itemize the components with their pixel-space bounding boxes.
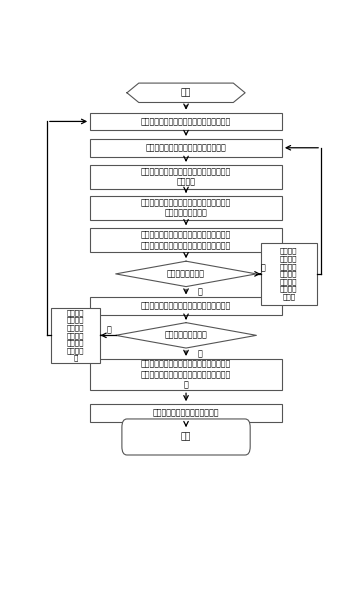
Text: 移动通信运营商网点存款到借记卡账户: 移动通信运营商网点存款到借记卡账户 (146, 143, 227, 152)
FancyBboxPatch shape (122, 419, 250, 455)
FancyBboxPatch shape (90, 196, 282, 220)
Text: 移动通信运营商网点到银行开设借记卡账户: 移动通信运营商网点到银行开设借记卡账户 (141, 117, 231, 126)
Text: 返回充値结果至网点终端或用户: 返回充値结果至网点终端或用户 (153, 409, 219, 418)
Text: 银行卡充値业务平台将借记账户上的预存款
按网点终端提交的充値金额转存至用户银行
卡: 银行卡充値业务平台将借记账户上的预存款 按网点终端提交的充値金额转存至用户银行 … (141, 360, 231, 389)
FancyBboxPatch shape (90, 359, 282, 391)
Polygon shape (127, 83, 245, 103)
Text: 移动通信运营商网点业务人员确定用户提交
信息及收纳现金数额: 移动通信运营商网点业务人员确定用户提交 信息及收纳现金数额 (141, 198, 231, 218)
Text: 否: 否 (106, 325, 111, 334)
FancyBboxPatch shape (90, 298, 282, 315)
FancyBboxPatch shape (90, 165, 282, 189)
Text: 返回错误
信息，提
示移动通
信运营商
网点或用
户重新提
交信息: 返回错误 信息，提 示移动通 信运营商 网点或用 户重新提 交信息 (280, 248, 297, 300)
Text: 返回错误
信息，提
示移动通
信运营商
网点向借
记账户充
値: 返回错误 信息，提 示移动通 信运营商 网点向借 记账户充 値 (67, 309, 85, 361)
Text: 结束: 结束 (181, 433, 191, 442)
Text: 银行卡充値业务平台自动查询借记账户余额: 银行卡充値业务平台自动查询借记账户余额 (141, 302, 231, 311)
Text: 是: 是 (198, 287, 203, 296)
Text: 用户向移动通信运营商网点提交银行卡充値
业务申请: 用户向移动通信运营商网点提交银行卡充値 业务申请 (141, 167, 231, 187)
FancyBboxPatch shape (90, 404, 282, 422)
Text: 移动通信运营商网点业务人员通过通信系统
向银行卡充値业务平台发起银行卡充値请求: 移动通信运营商网点业务人员通过通信系统 向银行卡充値业务平台发起银行卡充値请求 (141, 230, 231, 250)
FancyBboxPatch shape (90, 228, 282, 252)
Text: 开始: 开始 (181, 88, 191, 97)
Text: 否: 否 (261, 264, 266, 273)
Text: 核验信息是否正确: 核验信息是否正确 (167, 269, 205, 278)
Polygon shape (116, 323, 256, 348)
FancyBboxPatch shape (261, 243, 317, 305)
Text: 是否能完成充値业务: 是否能完成充値业务 (165, 331, 207, 340)
FancyBboxPatch shape (90, 139, 282, 157)
Text: 是: 是 (198, 349, 203, 358)
FancyBboxPatch shape (51, 308, 101, 363)
FancyBboxPatch shape (90, 113, 282, 130)
Polygon shape (116, 261, 256, 287)
